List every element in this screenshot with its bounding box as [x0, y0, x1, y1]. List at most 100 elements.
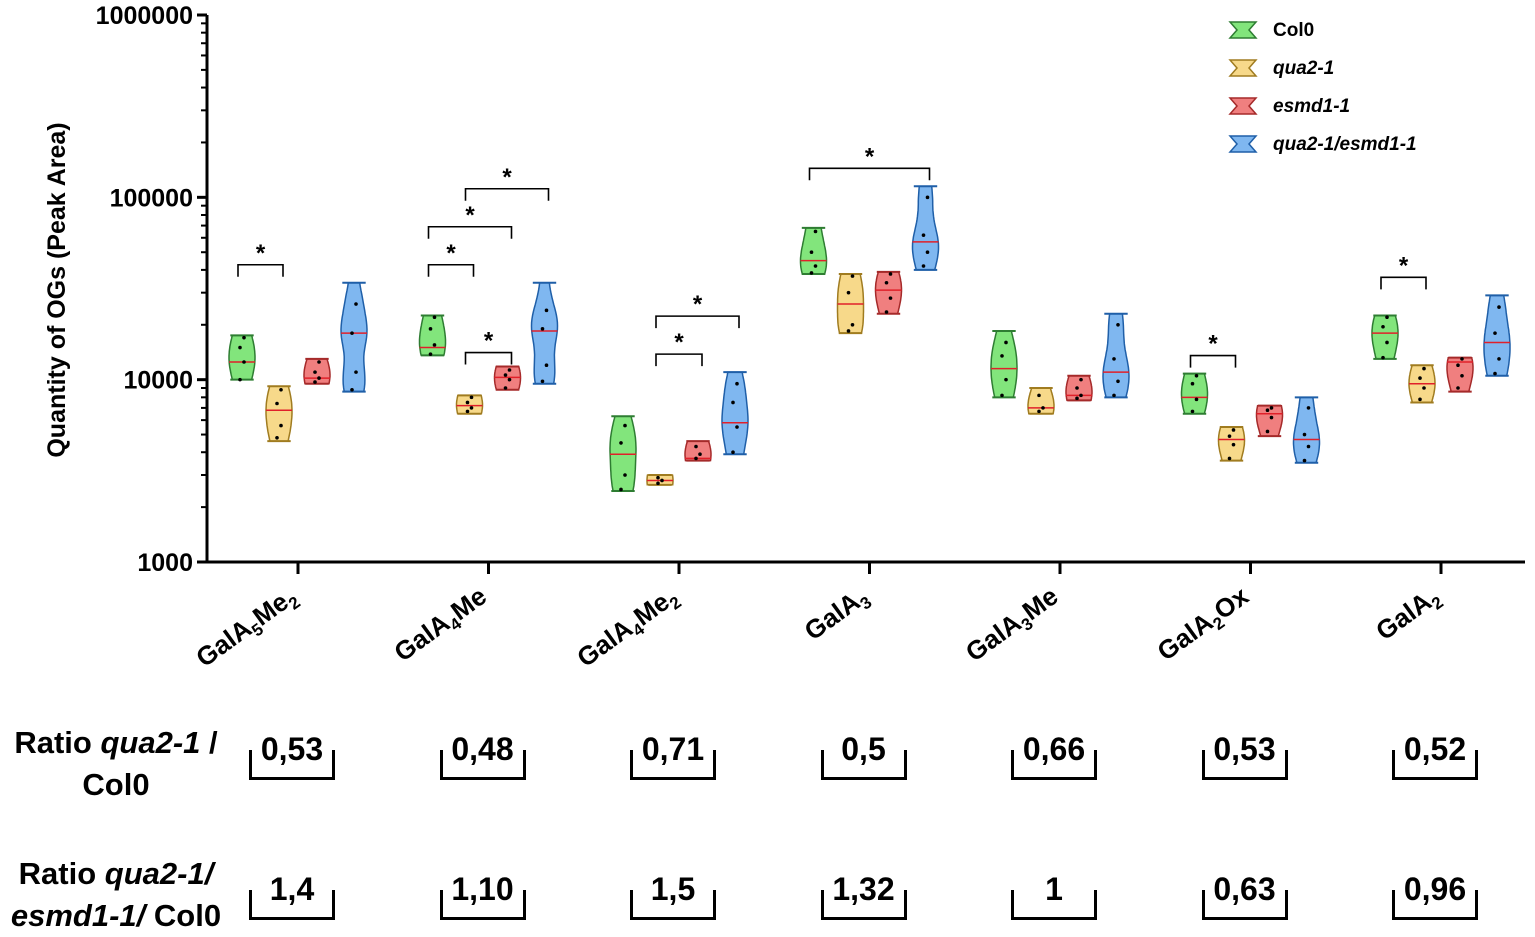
data-point [1194, 374, 1199, 378]
violin-1-0 [265, 385, 293, 442]
violin-3-5 [1292, 396, 1321, 464]
data-point [846, 290, 851, 295]
x-tick-label: GalA5Me2 [190, 581, 304, 677]
data-point [544, 363, 549, 368]
data-point [1456, 386, 1460, 390]
data-point [428, 352, 433, 356]
data-point [350, 331, 354, 335]
violin-3-0 [340, 282, 368, 393]
ratio-bracket [439, 750, 526, 780]
data-point [731, 450, 735, 455]
data-point [1269, 406, 1274, 410]
x-tick-label: GalA2Ox [1152, 580, 1257, 669]
data-point [1265, 429, 1270, 434]
data-point [1231, 442, 1236, 447]
data-point [1422, 386, 1426, 390]
x-tick-label: GalA2 [1370, 581, 1447, 650]
ratio-bracket [1011, 890, 1097, 920]
violin-1-4 [1027, 387, 1055, 415]
ratio-bracket [1201, 750, 1288, 780]
violin-1-5 [1217, 426, 1246, 462]
violin-0-3 [799, 227, 828, 275]
data-point [1004, 377, 1008, 382]
data-point [888, 296, 893, 300]
data-point [279, 423, 283, 428]
data-point [354, 370, 358, 374]
legend-swatch [1228, 97, 1258, 115]
ratio-bracket [820, 890, 907, 920]
data-point [694, 444, 698, 449]
data-point [888, 272, 893, 276]
data-point [1456, 363, 1460, 368]
data-point [1306, 406, 1311, 410]
data-point [921, 233, 926, 237]
ratio-bracket [630, 750, 716, 780]
violin-3-1 [530, 282, 559, 385]
legend-label: qua2-1 [1273, 58, 1334, 79]
data-point [242, 360, 246, 364]
legend-label: esmd1-1 [1273, 96, 1350, 117]
data-point [313, 370, 317, 374]
data-point [1116, 322, 1120, 327]
data-point [1265, 408, 1270, 413]
ratio-value: 0,66 [1022, 731, 1086, 767]
legend: Col0 qua2-1 esmd1-1 qua2-1/esmd1-1 [1228, 20, 1417, 155]
data-point [317, 360, 321, 364]
data-point [1497, 305, 1501, 309]
y-tick-label: 10000 [123, 367, 193, 395]
data-point [540, 327, 545, 331]
ratio-value: 1 [1045, 871, 1063, 907]
significance-bracket [655, 315, 740, 329]
data-point [1075, 386, 1079, 390]
data-point [735, 425, 739, 429]
violin-1-1 [455, 394, 484, 415]
violin-3-3 [911, 185, 940, 271]
data-point [1306, 444, 1311, 449]
data-point [1194, 397, 1199, 402]
data-point [1227, 456, 1232, 461]
x-tick-label: GalA4Me2 [571, 581, 685, 677]
violin-3-4 [1102, 312, 1130, 399]
ratio-bracket [1011, 750, 1097, 780]
significance-star: * [465, 202, 475, 229]
data-point [1190, 381, 1195, 386]
data-point [925, 195, 930, 200]
significance-star: * [446, 240, 456, 267]
data-point [619, 487, 623, 492]
significance-star: * [1399, 252, 1409, 279]
significance-star: * [693, 291, 703, 318]
significance-brackets: * * * * * * * * * * [237, 143, 1427, 368]
x-tick-labels: GalA5Me2 GalA4Me GalA4Me2 GalA3 GalA3Me GalA2… [190, 580, 1447, 677]
ratio-bracket [820, 750, 907, 780]
violin-plots [228, 185, 1511, 493]
data-point [507, 368, 512, 372]
data-point [1302, 458, 1307, 463]
data-point [469, 406, 474, 410]
violin-0-5 [1180, 372, 1209, 415]
data-point [354, 302, 358, 306]
data-point [465, 409, 470, 414]
data-point [1302, 432, 1307, 437]
data-point [1422, 366, 1426, 371]
data-point [544, 308, 549, 313]
legend-swatch [1228, 21, 1258, 39]
ratio-bracket [439, 890, 526, 920]
data-point [623, 423, 627, 428]
y-tick-label: 100000 [110, 184, 193, 212]
data-point [242, 335, 246, 340]
violin-0-4 [990, 330, 1018, 399]
data-point [1385, 315, 1389, 320]
significance-star: * [256, 240, 266, 267]
data-point [275, 401, 279, 406]
data-point [1041, 406, 1045, 410]
violin-3-6 [1483, 294, 1511, 377]
data-point [1385, 340, 1389, 345]
data-point [279, 387, 283, 392]
data-point [846, 329, 851, 333]
ratio-value: 0,53 [1213, 731, 1276, 767]
data-point [809, 271, 814, 275]
ratio-bracket [249, 750, 335, 780]
legend-swatch [1228, 59, 1258, 77]
data-point [503, 373, 508, 377]
data-point [850, 322, 855, 327]
